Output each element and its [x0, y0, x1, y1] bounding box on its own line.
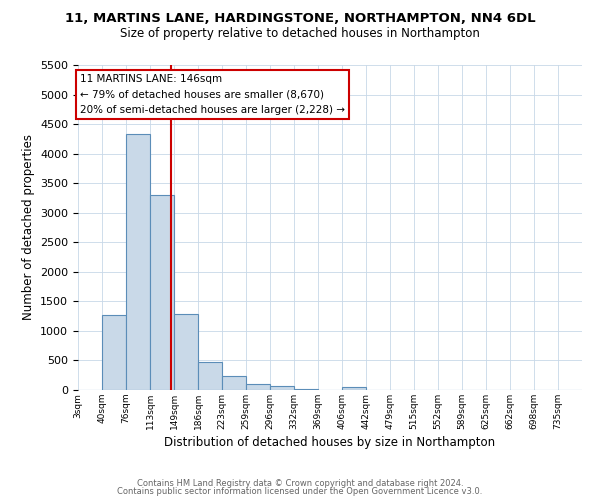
Bar — [150, 195, 174, 390]
Text: Contains HM Land Registry data © Crown copyright and database right 2024.: Contains HM Land Registry data © Crown c… — [137, 478, 463, 488]
Bar — [294, 389, 318, 390]
Text: Size of property relative to detached houses in Northampton: Size of property relative to detached ho… — [120, 28, 480, 40]
Bar — [198, 362, 222, 390]
Bar — [342, 387, 366, 390]
Bar — [222, 376, 246, 390]
Bar — [126, 134, 150, 390]
Bar — [102, 315, 126, 390]
Text: 11 MARTINS LANE: 146sqm
← 79% of detached houses are smaller (8,670)
20% of semi: 11 MARTINS LANE: 146sqm ← 79% of detache… — [80, 74, 345, 115]
Text: 11, MARTINS LANE, HARDINGSTONE, NORTHAMPTON, NN4 6DL: 11, MARTINS LANE, HARDINGSTONE, NORTHAMP… — [65, 12, 535, 26]
Y-axis label: Number of detached properties: Number of detached properties — [22, 134, 35, 320]
X-axis label: Distribution of detached houses by size in Northampton: Distribution of detached houses by size … — [164, 436, 496, 449]
Bar — [174, 314, 198, 390]
Bar — [270, 386, 294, 390]
Text: Contains public sector information licensed under the Open Government Licence v3: Contains public sector information licen… — [118, 487, 482, 496]
Bar — [246, 384, 270, 390]
